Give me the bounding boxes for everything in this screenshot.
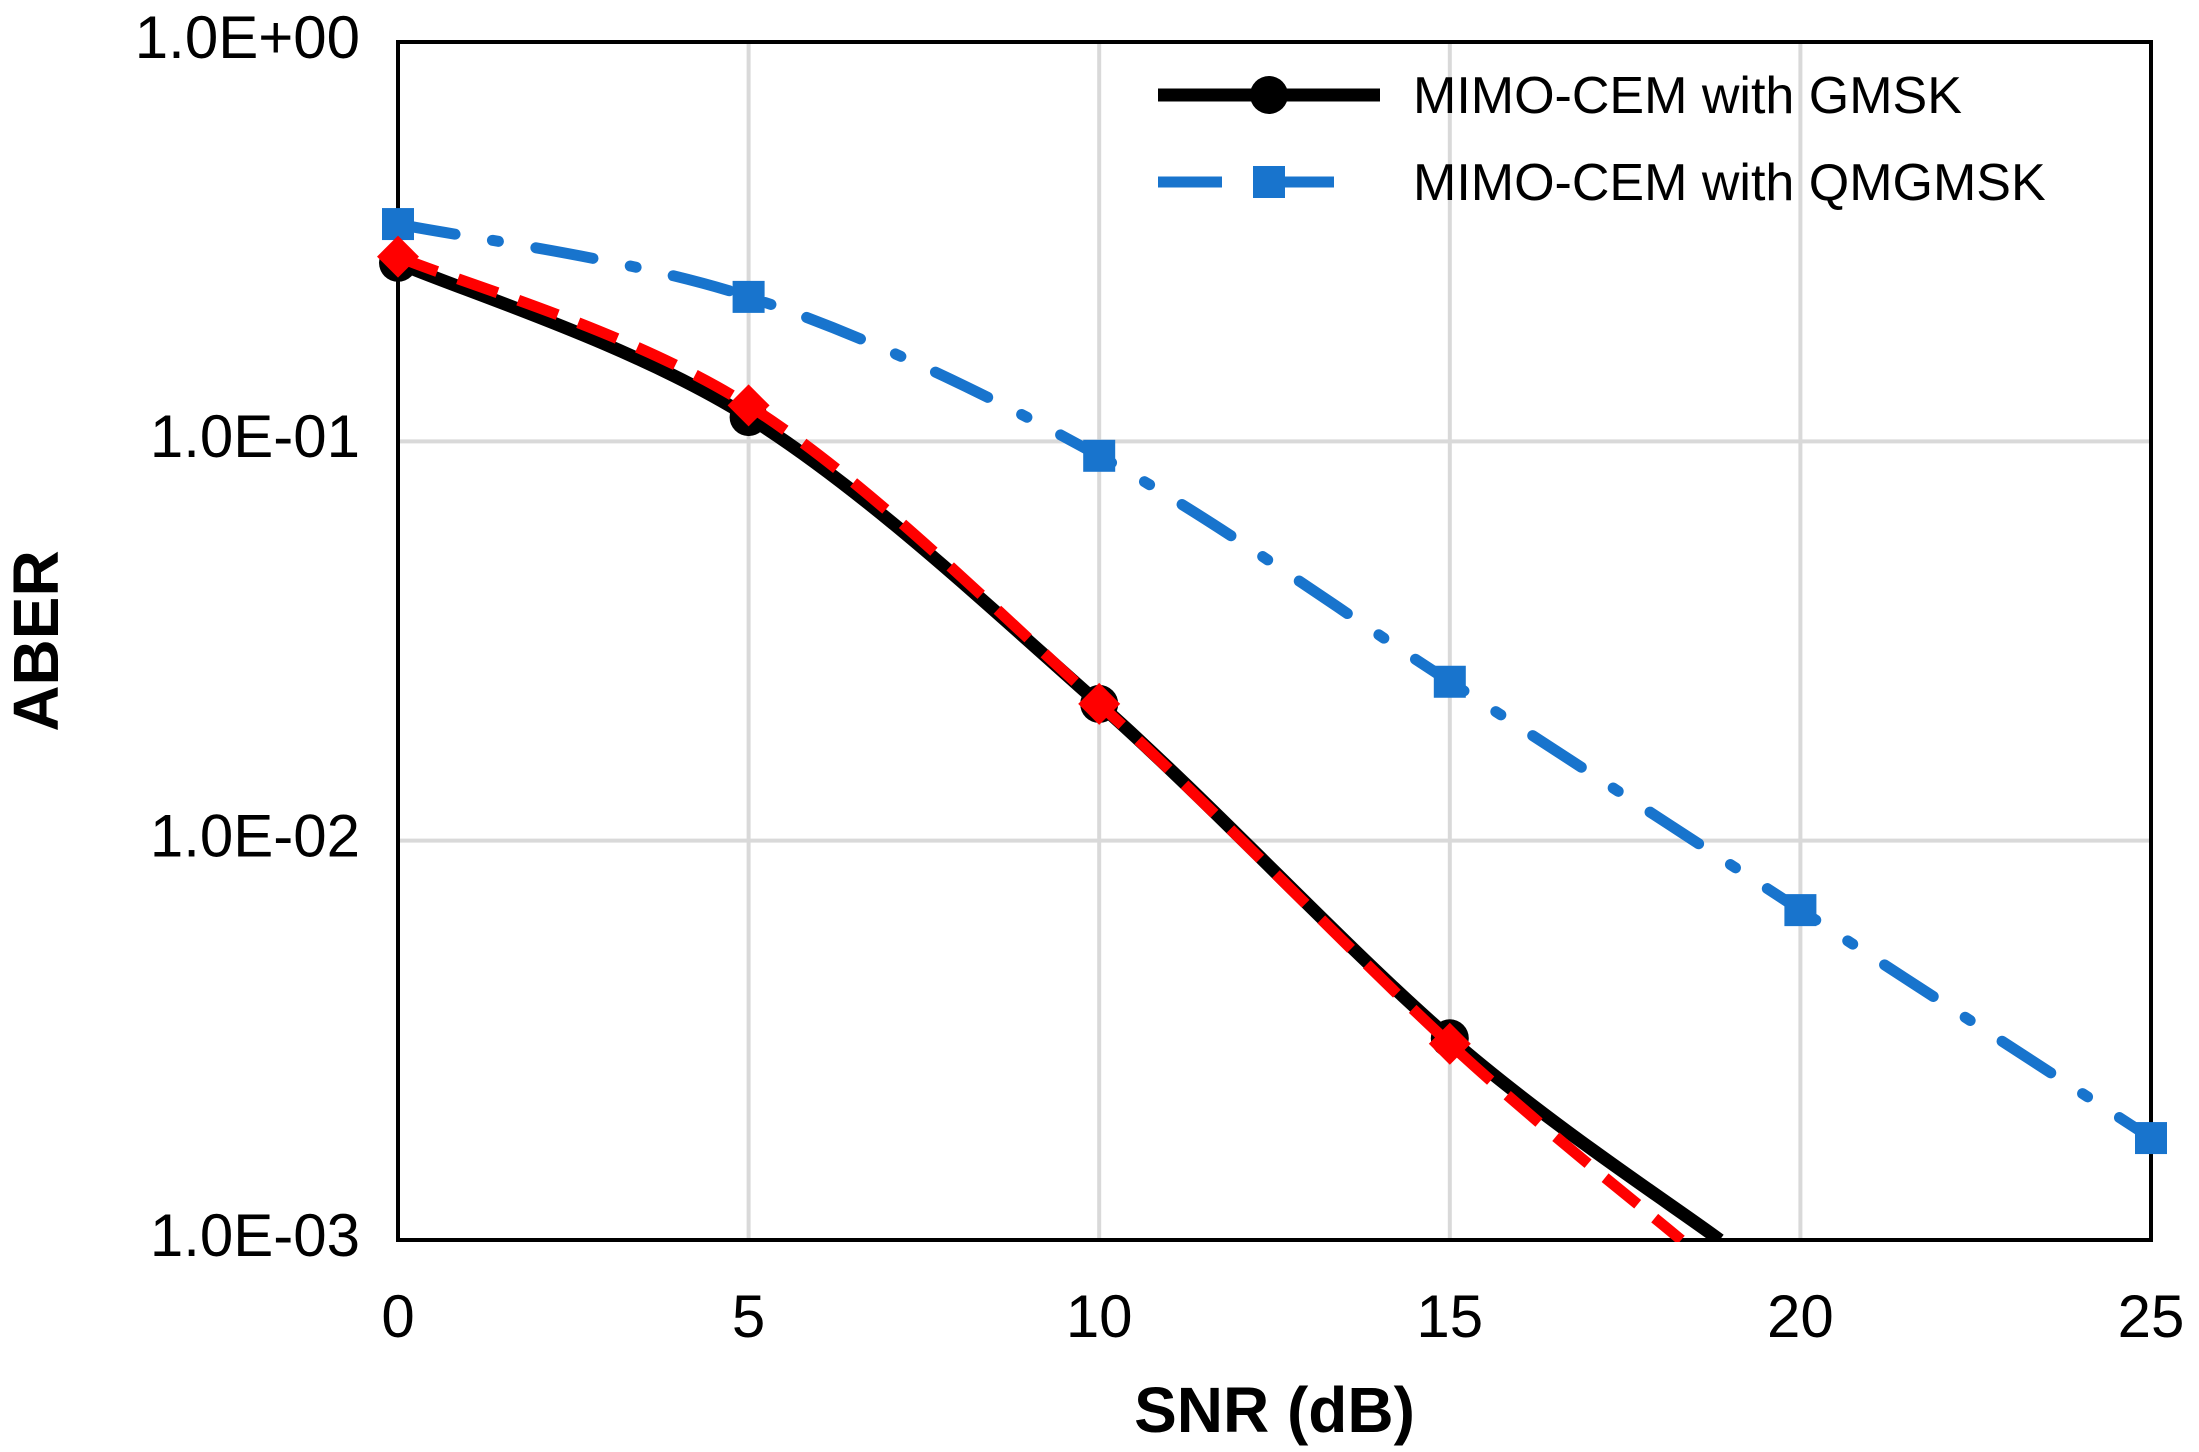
legend-swatch-marker-0 — [1250, 76, 1288, 114]
y-tick-label-0: 1.0E+00 — [135, 4, 360, 71]
legend-label-0: MIMO-CEM with GMSK — [1413, 67, 1962, 125]
legend: MIMO-CEM with GMSK MIMO-CEM with QMGMSK — [1158, 67, 2046, 212]
series-2 — [377, 235, 1685, 1242]
x-axis-ticks: 0 5 10 15 20 25 — [381, 1283, 2184, 1350]
y-tick-label-3: 1.0E-03 — [150, 1202, 360, 1269]
series-1-marker-4 — [1784, 894, 1817, 927]
legend-swatch-marker-1 — [1253, 166, 1285, 198]
y-axis-ticks: 1.0E+00 1.0E-01 1.0E-02 1.0E-03 — [135, 4, 360, 1269]
series-layer — [377, 208, 2167, 1242]
series-2-marker-2 — [1078, 682, 1121, 725]
series-1-marker-2 — [1083, 439, 1116, 472]
y-tick-label-1: 1.0E-01 — [150, 403, 360, 470]
x-tick-label-4: 20 — [1767, 1283, 1834, 1350]
series-1-marker-5 — [2135, 1122, 2167, 1155]
x-tick-label-5: 25 — [2118, 1283, 2185, 1350]
series-1 — [382, 208, 2167, 1155]
x-tick-label-2: 10 — [1066, 1283, 1133, 1350]
y-tick-label-2: 1.0E-02 — [150, 803, 360, 870]
x-tick-label-1: 5 — [732, 1283, 765, 1350]
series-line-1 — [392, 218, 2157, 1144]
series-1-marker-1 — [732, 280, 765, 313]
series-2-marker-3 — [1428, 1022, 1471, 1065]
series-2-marker-0 — [377, 235, 419, 278]
legend-label-1: MIMO-CEM with QMGMSK — [1413, 154, 2046, 212]
legend-item-0: MIMO-CEM with GMSK — [1158, 67, 1962, 125]
x-tick-label-0: 0 — [381, 1283, 414, 1350]
plot-area-frame — [396, 40, 2153, 1242]
legend-item-1: MIMO-CEM with QMGMSK — [1158, 154, 2046, 212]
y-axis-title: ABER — [0, 550, 72, 731]
series-1-marker-3 — [1433, 665, 1466, 698]
series-1-marker-0 — [382, 208, 414, 241]
series-2-marker-1 — [727, 384, 770, 427]
x-tick-label-3: 15 — [1416, 1283, 1483, 1350]
x-axis-title: SNR (dB) — [1134, 1374, 1415, 1446]
